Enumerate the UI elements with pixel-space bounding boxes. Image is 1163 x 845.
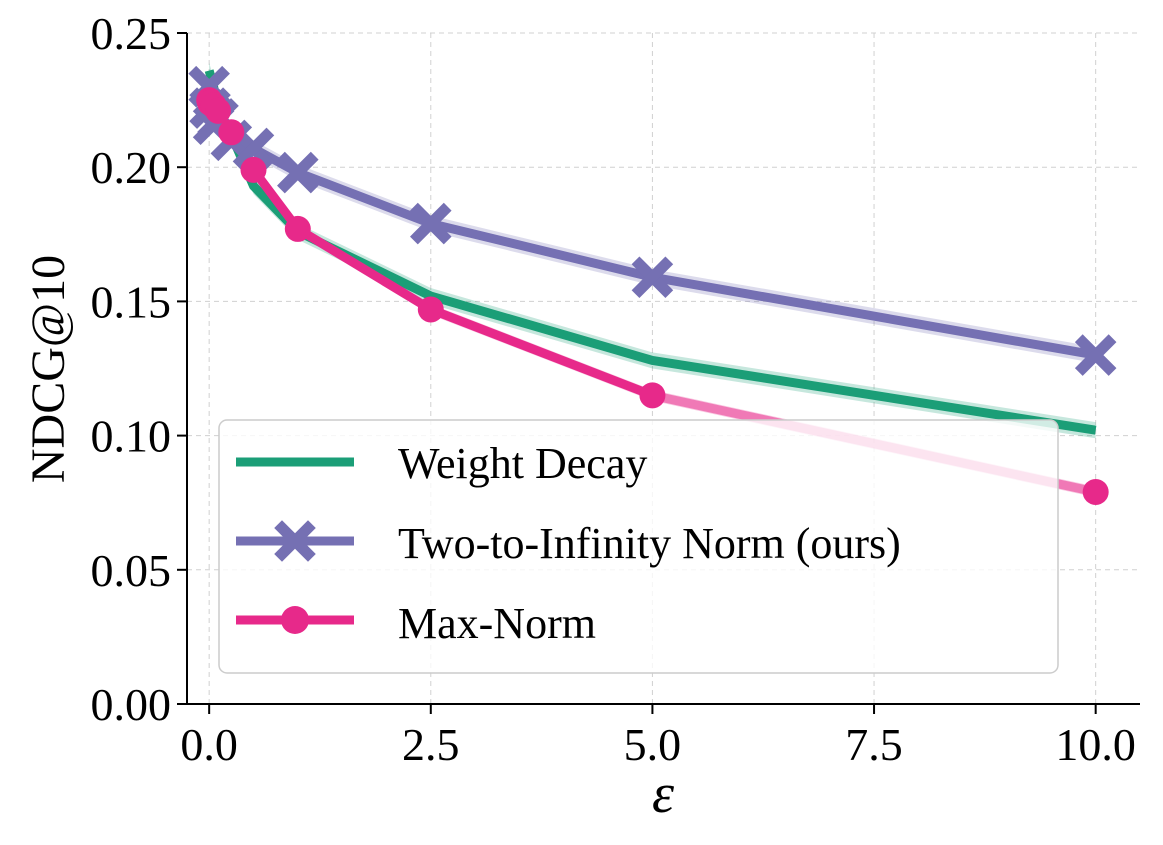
y-tick-label: 0.25 (91, 8, 172, 59)
point-max-norm (639, 382, 666, 409)
point-max-norm (417, 296, 444, 323)
y-tick-label: 0.20 (91, 142, 172, 193)
x-marker-stroke (277, 151, 319, 194)
legend-marker-circle (281, 606, 309, 634)
y-tick-label: 0.10 (91, 411, 172, 462)
x-marker-stroke (631, 256, 674, 299)
legend-box (218, 419, 1059, 674)
y-tick-label: 0.00 (91, 679, 172, 730)
x-marker-stroke (232, 127, 275, 170)
legend: Weight Decay Two-to-Infinity Norm (ours)… (218, 419, 1059, 674)
point-two-to-infinity-norm-ours (277, 151, 319, 194)
legend-label-weight-decay: Weight Decay (398, 439, 647, 488)
legend-item-weight-decay: Weight Decay (236, 439, 647, 488)
point-two-to-infinity-norm-ours (1074, 334, 1117, 376)
x-marker-stroke (274, 520, 316, 562)
legend-item-two-to-infinity-norm: Two-to-Infinity Norm (ours) (236, 519, 901, 568)
x-marker-stroke (1074, 334, 1117, 376)
point-max-norm (284, 215, 311, 242)
point-max-norm (218, 119, 245, 146)
y-tick-label: 0.05 (91, 545, 172, 596)
legend-label-max-norm: Max-Norm (398, 599, 596, 648)
legend-item-max-norm: Max-Norm (236, 599, 596, 648)
tick-labels: 0.0 2.5 5.0 7.5 10.0 0.00 0.05 0.10 0.15 0.20 0.25 (91, 8, 1136, 770)
band-two-to-infinity-norm-ours (209, 78, 1096, 364)
legend-marker-x (274, 520, 316, 562)
point-two-to-infinity-norm-ours (631, 256, 674, 299)
x-tick-label: 5.0 (624, 719, 682, 770)
x-axis-title: ε (652, 763, 675, 825)
x-tick-label: 2.5 (402, 719, 460, 770)
point-max-norm (1082, 478, 1109, 505)
axes (177, 32, 1140, 714)
point-max-norm (205, 97, 232, 124)
legend-x-marker (274, 520, 316, 562)
x-tick-label: 0.0 (180, 719, 238, 770)
point-two-to-infinity-norm-ours (410, 202, 452, 245)
x-tick-label: 10.0 (1055, 719, 1136, 770)
legend-label-two-to-infinity-norm: Two-to-Infinity Norm (ours) (398, 519, 901, 568)
x-marker-stroke (410, 202, 452, 245)
series-markers (188, 65, 1117, 505)
y-tick-label: 0.15 (91, 276, 172, 327)
y-axis-title: NDCG@10 (22, 255, 75, 483)
point-two-to-infinity-norm-ours (232, 127, 275, 170)
point-max-norm (240, 156, 267, 183)
x-tick-label: 7.5 (845, 719, 903, 770)
